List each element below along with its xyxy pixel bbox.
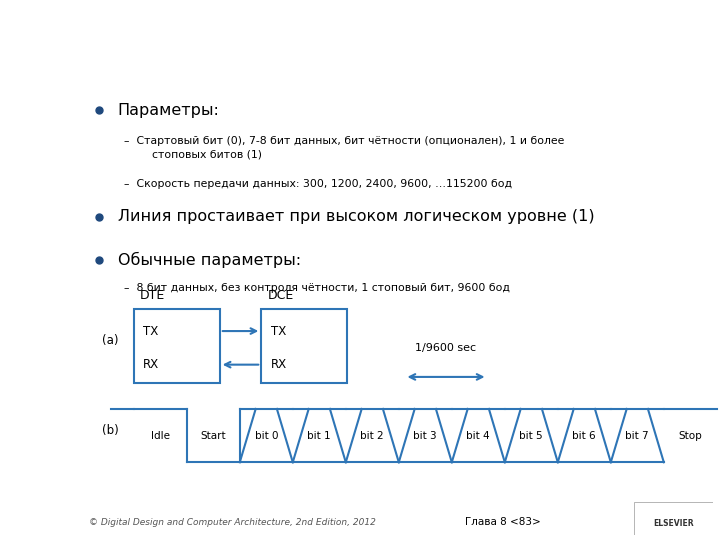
Text: ELSEVIER: ELSEVIER — [653, 519, 693, 528]
Text: –  Скорость передачи данных: 300, 1200, 2400, 9600, …115200 бод: – Скорость передачи данных: 300, 1200, 2… — [125, 179, 513, 188]
Text: Обычные параметры:: Обычные параметры: — [118, 252, 301, 268]
Text: Параметры:: Параметры: — [118, 103, 220, 118]
Text: Start: Start — [200, 430, 226, 441]
Text: Stop: Stop — [678, 430, 702, 441]
Text: DTE: DTE — [140, 289, 166, 302]
Text: RX: RX — [271, 358, 287, 371]
Text: TX: TX — [271, 325, 286, 338]
Text: © Digital Design and Computer Architecture, 2nd Edition, 2012: © Digital Design and Computer Architectu… — [89, 518, 376, 527]
Text: bit 1: bit 1 — [307, 430, 331, 441]
Text: bit 0: bit 0 — [255, 430, 278, 441]
Text: TX: TX — [143, 325, 158, 338]
Text: Idle: Idle — [150, 430, 170, 441]
Text: UART: универсальный асинхронный приемопередатчик: UART: универсальный асинхронный приемопе… — [138, 30, 665, 48]
Text: bit 7: bit 7 — [626, 430, 649, 441]
Text: bit 5: bit 5 — [520, 430, 543, 441]
Text: Линия простаивает при высоком логическом уровне (1): Линия простаивает при высоком логическом… — [118, 210, 595, 225]
Bar — [134, 309, 220, 383]
Text: (a): (a) — [102, 334, 118, 347]
Text: –  Стартовый бит (0), 7-8 бит данных, бит чётности (опционален), 1 и более
     : – Стартовый бит (0), 7-8 бит данных, бит… — [125, 136, 564, 159]
Text: bit 6: bit 6 — [572, 430, 596, 441]
Text: RX: RX — [143, 358, 159, 371]
Text: (b): (b) — [102, 424, 119, 437]
Text: 1/9600 sec: 1/9600 sec — [415, 343, 477, 354]
Text: Глава 8 <83>: Глава 8 <83> — [465, 517, 541, 528]
Bar — [261, 309, 347, 383]
Text: bit 2: bit 2 — [361, 430, 384, 441]
Text: –  8 бит данных, без контроля чётности, 1 стоповый бит, 9600 бод: – 8 бит данных, без контроля чётности, 1… — [125, 283, 510, 293]
Text: bit 3: bit 3 — [413, 430, 437, 441]
Text: DCE: DCE — [268, 289, 294, 302]
Text: bit 4: bit 4 — [467, 430, 490, 441]
Text: ИЕРАРХИЯ ПАМЯТИ И
ПОДСИСТЕМА
ВВОДА-ВЫВОДА: ИЕРАРХИЯ ПАМЯТИ И ПОДСИСТЕМА ВВОДА-ВЫВОД… — [23, 236, 60, 358]
